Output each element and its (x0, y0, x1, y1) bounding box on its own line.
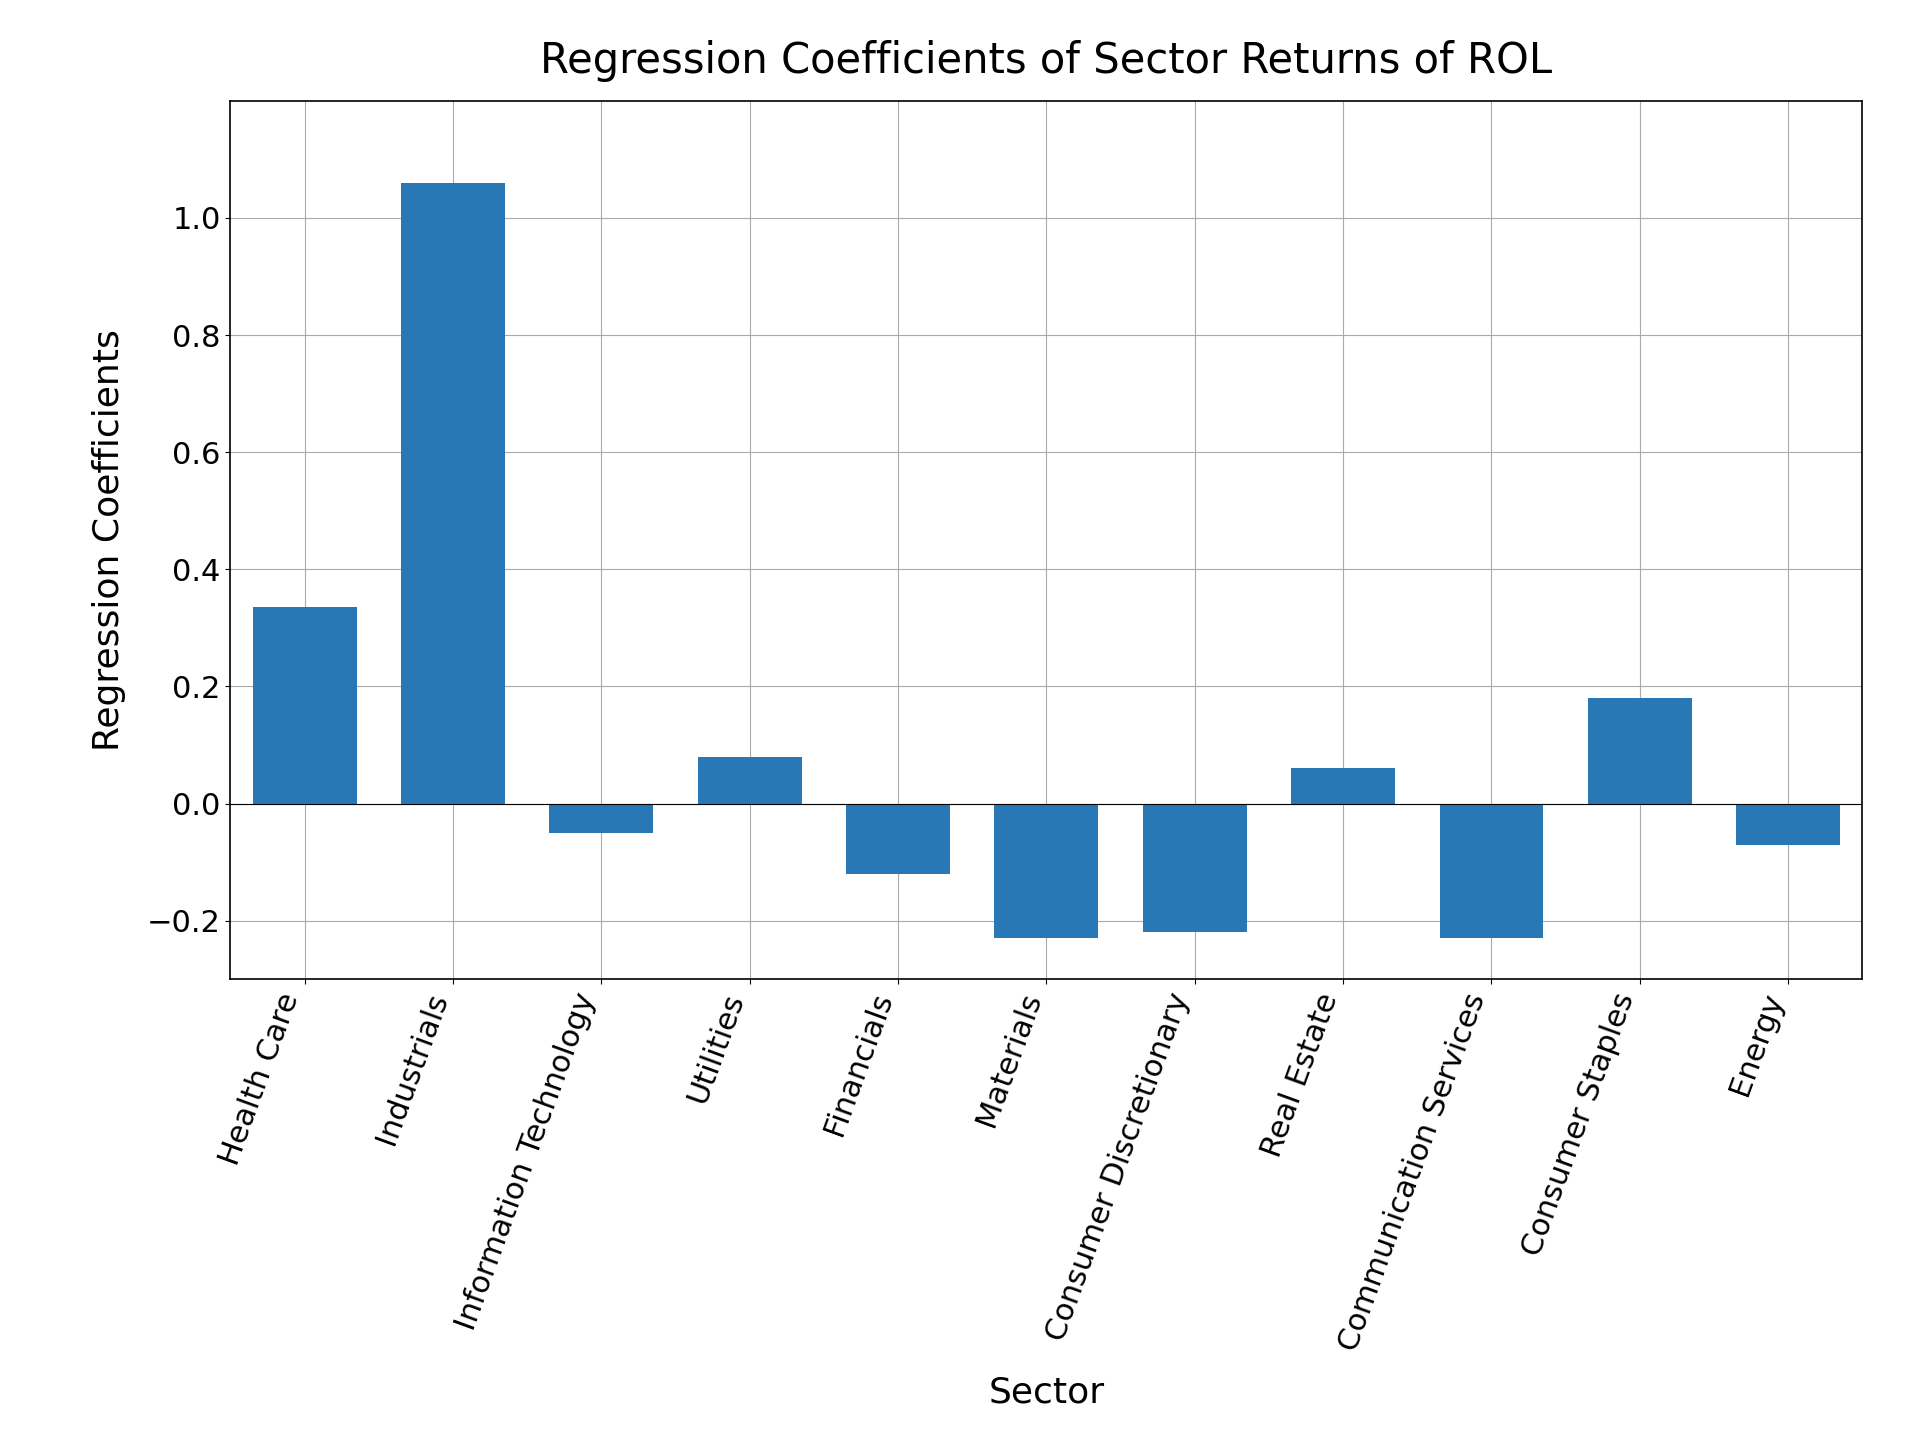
Bar (1142, 804, 1246, 932)
Y-axis label: Regression Coefficients: Regression Coefficients (92, 330, 127, 750)
Bar (1736, 804, 1839, 844)
Bar (549, 804, 653, 832)
Bar (1440, 804, 1544, 939)
Bar (1290, 769, 1396, 804)
Bar (847, 804, 950, 874)
Bar (1588, 698, 1692, 804)
Bar (401, 183, 505, 804)
X-axis label: Sector: Sector (989, 1375, 1104, 1410)
Bar (995, 804, 1098, 939)
Bar (253, 608, 357, 804)
Bar (697, 756, 801, 804)
Title: Regression Coefficients of Sector Returns of ROL: Regression Coefficients of Sector Return… (540, 40, 1553, 82)
